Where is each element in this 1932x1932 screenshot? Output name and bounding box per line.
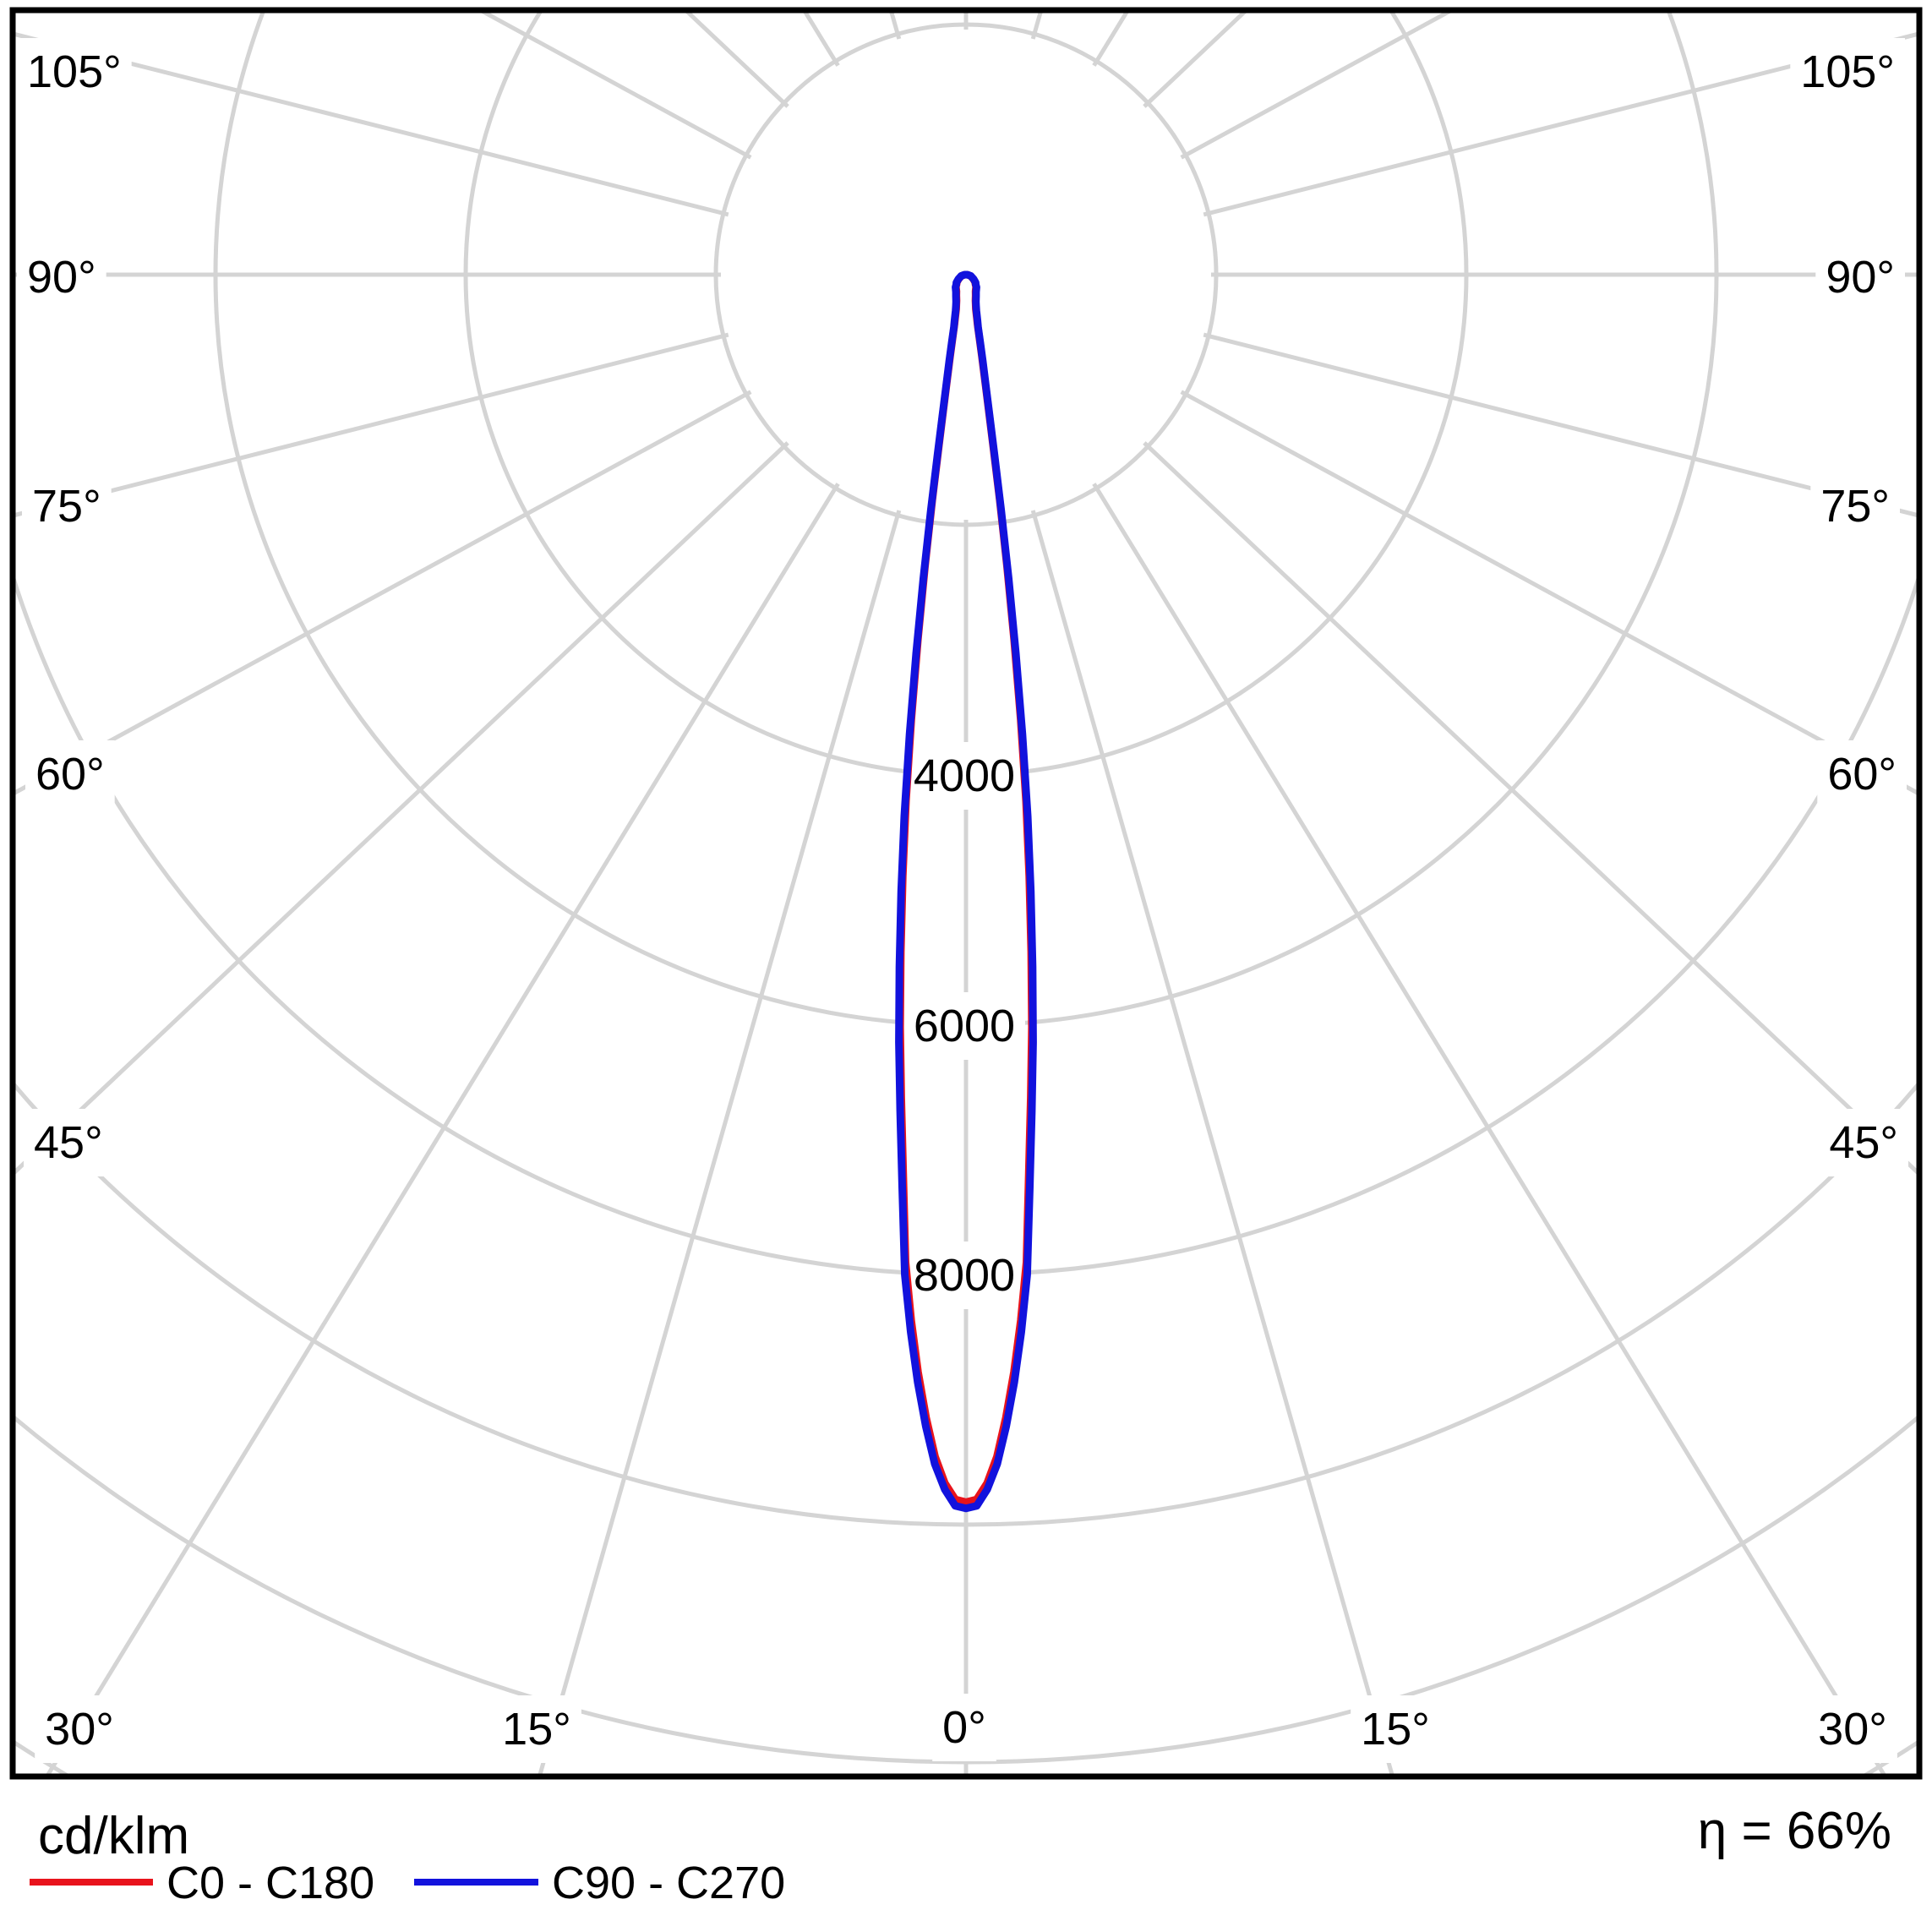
angle-label-right-75: 75° — [1820, 481, 1890, 532]
angle-label-bottom-0: 0° — [942, 1702, 986, 1753]
angle-label-left-90: 90° — [27, 252, 96, 303]
angle-label-bottom-30-right: 30° — [1818, 1704, 1887, 1755]
radial-label-4000: 4000 — [914, 750, 1015, 801]
angle-label-left-105: 105° — [27, 46, 122, 97]
angle-label-left-45: 45° — [34, 1117, 103, 1168]
radial-label-6000: 6000 — [914, 1001, 1015, 1051]
curve-c90-c270 — [895, 270, 1037, 1513]
efficiency-label: η = 66% — [1698, 1802, 1891, 1860]
angle-label-right-60: 60° — [1827, 749, 1897, 800]
angle-label-bottom-15-right: 15° — [1361, 1704, 1430, 1755]
unit-label: cd/klm — [38, 1807, 189, 1865]
axis-labels: 105° 90° 75° 60° 45° 105° 90° 75° 60° 45… — [27, 46, 1898, 1755]
legend-label-c0-c180: C0 - C180 — [166, 1858, 374, 1908]
footer: cd/klm η = 66% C0 - C180 C90 - C270 — [30, 1802, 1891, 1908]
angle-label-bottom-30-left: 30° — [45, 1704, 114, 1755]
legend: C0 - C180 C90 - C270 — [30, 1858, 785, 1908]
angle-label-left-75: 75° — [32, 481, 101, 532]
legend-label-c90-c270: C90 - C270 — [552, 1858, 785, 1908]
radial-label-8000: 8000 — [914, 1250, 1015, 1301]
label-halos — [17, 38, 1908, 1763]
angle-label-left-60: 60° — [35, 749, 105, 800]
angle-label-right-45: 45° — [1829, 1117, 1898, 1168]
angle-label-right-90: 90° — [1826, 252, 1895, 303]
angle-label-right-105: 105° — [1800, 46, 1895, 97]
plot-border — [9, 7, 1923, 1780]
intensity-curves — [895, 270, 1037, 1513]
angle-label-bottom-15-left: 15° — [502, 1704, 571, 1755]
